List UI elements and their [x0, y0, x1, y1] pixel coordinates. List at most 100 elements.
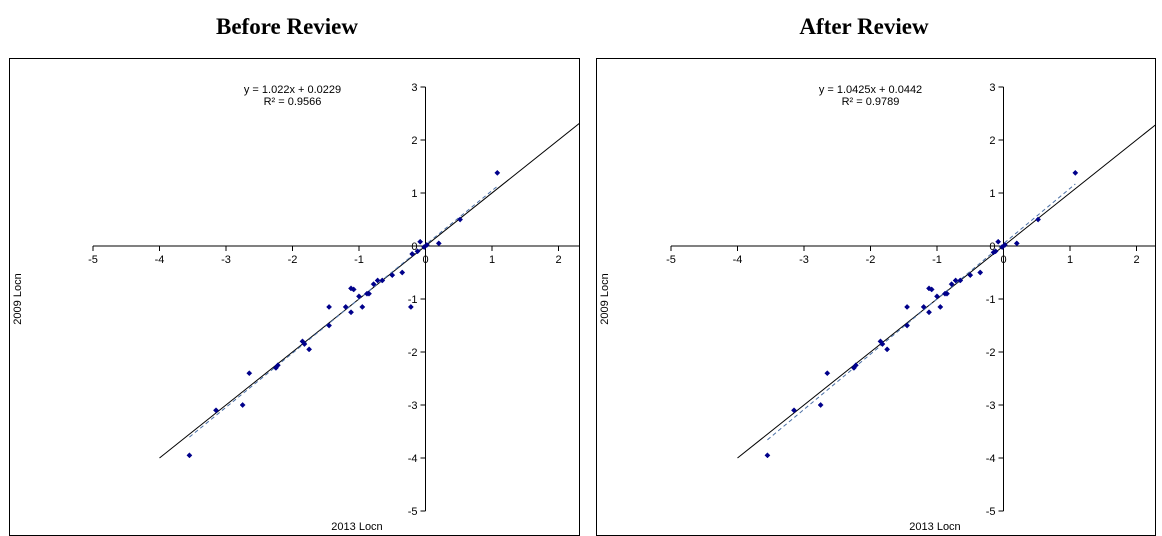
- data-point: [928, 286, 935, 293]
- data-point: [852, 362, 859, 369]
- y-tick-label: -5: [986, 506, 996, 518]
- data-point: [934, 293, 940, 300]
- chart-title-after: After Review: [799, 14, 929, 39]
- x-tick-label: 0: [422, 254, 428, 266]
- data-point: [435, 240, 442, 247]
- x-tick-label: 2: [1133, 254, 1139, 266]
- data-point: [977, 269, 984, 276]
- data-point: [995, 238, 1002, 245]
- y-tick-label: -4: [986, 453, 996, 465]
- data-point: [957, 277, 964, 284]
- y-tick-label: -2: [408, 347, 418, 359]
- trendline: [189, 185, 498, 438]
- y-tick-label: 2: [989, 135, 995, 147]
- data-point: [399, 269, 406, 276]
- x-axis-title: 2013 Locn: [331, 521, 382, 533]
- data-point: [992, 248, 999, 255]
- data-point: [350, 286, 357, 293]
- data-point: [817, 402, 824, 408]
- data-point: [1013, 240, 1020, 247]
- y-axis-title: 2009 Locn: [12, 273, 24, 324]
- x-tick-label: 1: [489, 254, 495, 266]
- data-point: [764, 452, 771, 459]
- data-point: [301, 341, 308, 348]
- x-tick-label: -5: [88, 254, 98, 266]
- trendline: [767, 183, 1076, 441]
- chart-title-before: Before Review: [216, 14, 358, 39]
- data-point: [824, 370, 831, 377]
- x-tick-label: -4: [155, 254, 165, 266]
- x-tick-label: -2: [288, 254, 298, 266]
- x-tick-label: -1: [932, 254, 942, 266]
- data-point: [326, 322, 333, 329]
- x-tick-label: -4: [733, 254, 743, 266]
- y-tick-label: -3: [408, 400, 418, 412]
- data-point: [494, 169, 501, 176]
- x-tick-label: -2: [866, 254, 876, 266]
- y-axis-title: 2009 Locn: [599, 273, 611, 324]
- y-tick-label: 3: [411, 82, 417, 94]
- y-tick-label: 1: [411, 188, 417, 200]
- data-point: [952, 277, 959, 284]
- data-point: [356, 293, 362, 300]
- data-point: [414, 248, 421, 255]
- data-point: [1035, 216, 1042, 223]
- plot-area-border: [596, 58, 1156, 536]
- data-point: [239, 402, 246, 408]
- y-tick-label: 0: [411, 241, 417, 253]
- data-point: [948, 281, 955, 288]
- data-point: [389, 272, 396, 279]
- data-point: [407, 303, 414, 310]
- data-point: [326, 303, 333, 310]
- data-point: [1001, 241, 1008, 248]
- data-point: [967, 272, 974, 279]
- x-tick-label: 2: [555, 254, 561, 266]
- y-tick-label: -4: [408, 453, 418, 465]
- data-point: [457, 216, 464, 223]
- y-tick-label: -1: [986, 294, 996, 306]
- trendline-equation: y = 1.022x + 0.0229: [244, 84, 341, 96]
- data-point: [366, 290, 372, 297]
- data-point: [342, 303, 349, 310]
- data-point: [379, 277, 386, 284]
- trendline-r-squared: R² = 0.9789: [842, 96, 900, 108]
- y-tick-label: -3: [986, 400, 996, 412]
- data-point: [423, 241, 430, 248]
- x-tick-label: 0: [1000, 254, 1006, 266]
- data-point: [348, 309, 354, 316]
- data-point: [409, 250, 416, 257]
- x-tick-label: -5: [666, 254, 676, 266]
- data-point: [370, 281, 377, 288]
- x-tick-label: 1: [1067, 254, 1073, 266]
- y-tick-label: 0: [989, 241, 995, 253]
- y-tick-label: 2: [411, 135, 417, 147]
- y-tick-label: 3: [989, 82, 995, 94]
- x-tick-label: -3: [221, 254, 231, 266]
- data-point: [274, 362, 281, 369]
- trendline-r-squared: R² = 0.9566: [264, 96, 322, 108]
- x-tick-label: -1: [354, 254, 364, 266]
- data-point: [944, 290, 950, 297]
- data-point: [1072, 169, 1079, 176]
- data-point: [246, 370, 253, 377]
- data-point: [791, 407, 797, 414]
- data-point: [879, 341, 886, 348]
- data-point: [926, 309, 932, 316]
- data-point: [417, 238, 424, 245]
- data-point: [920, 303, 927, 310]
- data-point: [904, 322, 911, 329]
- data-point: [213, 407, 219, 414]
- x-tick-label: -3: [799, 254, 809, 266]
- data-point: [359, 303, 366, 310]
- y-tick-label: -1: [408, 294, 418, 306]
- data-point: [884, 346, 891, 353]
- data-point: [937, 303, 944, 310]
- y-tick-label: -2: [986, 347, 996, 359]
- plot-area-border: [9, 58, 580, 536]
- data-point: [904, 303, 911, 310]
- y-tick-label: -5: [408, 506, 418, 518]
- trendline-equation: y = 1.0425x + 0.0442: [819, 84, 922, 96]
- data-point: [186, 452, 193, 459]
